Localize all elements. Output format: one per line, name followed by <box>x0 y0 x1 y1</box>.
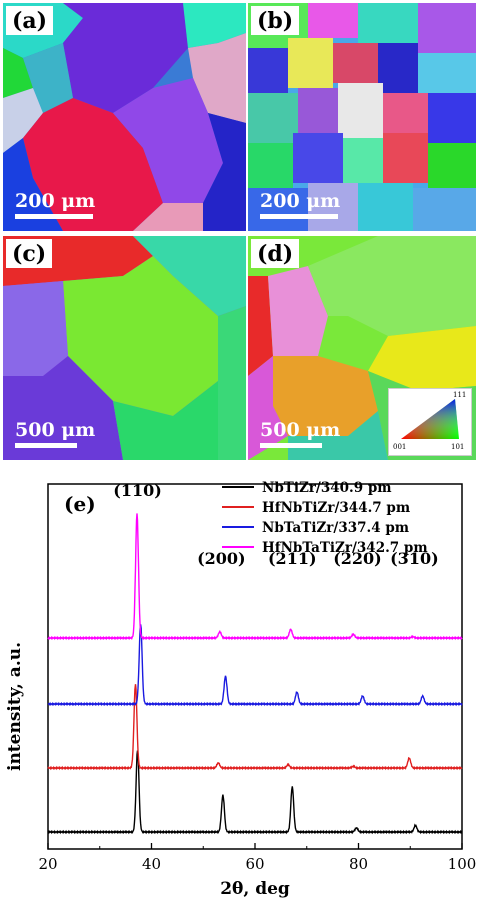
panel-label-b: (b) <box>251 6 300 35</box>
series-line-1 <box>47 684 463 771</box>
legend-label-3: HfNbTaTiZr/342.7 pm <box>262 540 428 556</box>
peak-label-3: (220) <box>333 549 382 568</box>
panel-label-e: (e) <box>64 492 96 516</box>
scale-line-a <box>15 214 93 219</box>
grain-map-a <box>3 3 246 231</box>
scale-line-b <box>260 214 338 219</box>
scale-text-b: 200 μm <box>260 190 341 212</box>
x-tick-label-2: 60 <box>245 855 264 873</box>
ebsd-panel-b: (b) 200 μm <box>248 3 476 231</box>
x-tick-label-3: 80 <box>349 855 368 873</box>
ipf-label-right: 101 <box>451 443 464 451</box>
ipf-triangle-svg: 111 001 101 <box>393 391 466 451</box>
ebsd-panel-c: (c) 500 μm <box>3 236 246 460</box>
y-axis-label: intensity, a.u. <box>5 642 25 771</box>
scale-text-a: 200 μm <box>15 190 96 212</box>
series-line-2 <box>47 624 463 707</box>
peak-label-0: (110) <box>113 481 162 500</box>
panel-label-d: (d) <box>251 239 300 268</box>
x-tick-label-0: 20 <box>38 855 57 873</box>
scale-bar-b: 200 μm <box>260 190 340 219</box>
ebsd-panel-d: (d) 500 μm 111 001 101 <box>248 236 476 460</box>
scale-text-c: 500 μm <box>15 419 96 441</box>
series-line-0 <box>47 750 463 835</box>
series-line-3 <box>47 513 463 641</box>
scale-bar-d: 500 μm <box>260 419 340 448</box>
peak-label-1: (200) <box>197 549 246 568</box>
peak-label-4: (310) <box>390 549 439 568</box>
peak-label-2: (211) <box>268 549 317 568</box>
plot-frame <box>47 483 463 850</box>
ipf-label-left: 001 <box>393 443 406 451</box>
xrd-chart: 20 40 60 80 100 2θ, deg intensity, a.u. (e) (110… <box>5 480 477 899</box>
x-axis-label: 2θ, deg <box>220 879 290 899</box>
scale-bar-a: 200 μm <box>15 190 95 219</box>
scale-bar-c: 500 μm <box>15 419 95 448</box>
ebsd-panel-a: (a) 200 μm <box>3 3 246 231</box>
legend-label-0: NbTiZr/340.9 pm <box>262 480 392 496</box>
ipf-label-top: 111 <box>453 391 466 399</box>
scale-line-c <box>15 443 77 448</box>
scale-line-d <box>260 443 322 448</box>
panel-label-c: (c) <box>6 239 53 268</box>
legend-label-1: HfNbTiZr/344.7 pm <box>262 500 410 516</box>
ipf-color-key: 111 001 101 <box>388 388 472 456</box>
x-tick-label-4: 100 <box>448 855 477 873</box>
legend-label-2: NbTaTiZr/337.4 pm <box>262 520 409 536</box>
x-tick-label-1: 40 <box>142 855 161 873</box>
panel-label-a: (a) <box>6 6 54 35</box>
grain-map-c <box>3 236 246 460</box>
scale-text-d: 500 μm <box>260 419 341 441</box>
